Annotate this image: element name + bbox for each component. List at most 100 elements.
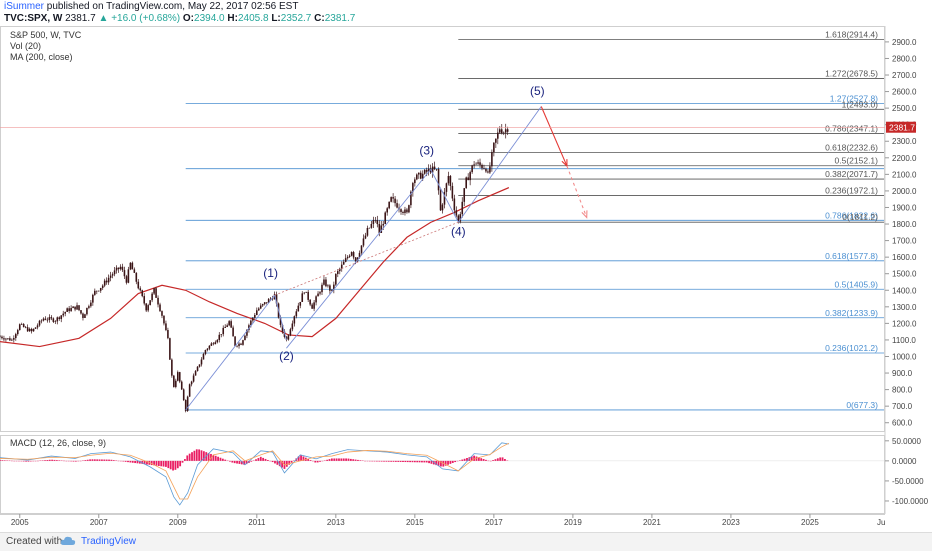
candle-body	[361, 245, 363, 252]
candle-body	[11, 340, 13, 341]
price-tick-label: 1000.0	[892, 352, 917, 361]
candle-body	[88, 306, 90, 308]
macd-histogram-bar	[345, 458, 347, 460]
candle-body	[94, 291, 96, 295]
macd-histogram-bar	[450, 461, 452, 464]
macd-histogram-bar	[4, 460, 6, 461]
macd-histogram-bar	[333, 458, 335, 460]
time-tick-label: 2023	[722, 518, 740, 527]
price-tick-label: 2700.0	[892, 71, 917, 80]
macd-histogram-bar	[28, 461, 30, 462]
candle-body	[292, 323, 294, 329]
tradingview-brand-link[interactable]: TradingView	[81, 536, 136, 547]
fib-level-label: 1.272(2678.5)	[825, 69, 878, 79]
price-tick-label: 2000.0	[892, 187, 917, 196]
macd-histogram-bar	[167, 461, 169, 468]
footer-created-with: Created with	[6, 536, 62, 547]
macd-histogram-bar	[504, 459, 506, 461]
price-tick-label: 900.0	[892, 369, 913, 378]
candle-body	[416, 175, 418, 180]
candle-body	[151, 294, 153, 301]
macd-histogram-bar	[480, 458, 482, 461]
macd-histogram-bar	[393, 461, 395, 462]
macd-histogram-bar	[177, 461, 179, 468]
candle-body	[349, 256, 351, 257]
candle-body	[43, 319, 45, 321]
macd-histogram-bar	[156, 461, 158, 466]
candle-body	[242, 340, 244, 345]
macd-histogram-bar	[329, 459, 331, 461]
candle-body	[64, 312, 66, 314]
candle-body	[207, 349, 209, 350]
macd-histogram-bar	[454, 461, 456, 462]
macd-pane-border	[1, 436, 885, 514]
candle-body	[461, 202, 463, 214]
candle-body	[313, 302, 315, 308]
candle-body	[98, 291, 100, 292]
macd-histogram-bar	[84, 460, 86, 461]
candle-body	[195, 371, 197, 376]
candle-body	[137, 282, 139, 289]
candle-body	[102, 286, 104, 288]
macd-histogram-bar	[127, 461, 129, 462]
candle-body	[404, 210, 406, 213]
fib-level-label: 0.786(2347.1)	[825, 123, 878, 133]
macd-histogram-bar	[355, 460, 357, 461]
candle-body	[471, 165, 473, 172]
candle-body	[477, 162, 479, 163]
macd-histogram-bar	[58, 460, 60, 461]
macd-histogram-bar	[310, 460, 312, 461]
macd-histogram-bar	[423, 461, 425, 463]
macd-histogram-bar	[464, 459, 466, 461]
wave-channel-dotted	[275, 222, 459, 295]
price-tick-label: 2500.0	[892, 104, 917, 113]
candle-body	[199, 364, 201, 366]
candle-body	[33, 329, 35, 331]
chart-canvas[interactable]: S&P 500, W, TVC Vol (20) MA (200, close)…	[0, 0, 932, 532]
time-tick-label: 2019	[564, 518, 582, 527]
macd-histogram-bar	[343, 458, 345, 460]
candle-body	[173, 376, 175, 387]
candle-body	[56, 317, 58, 321]
macd-histogram-bar	[461, 460, 463, 461]
candle-body	[167, 330, 169, 338]
macd-histogram-bar	[272, 461, 274, 462]
macd-histogram-bar	[447, 461, 449, 465]
macd-histogram-bar	[172, 461, 174, 471]
wave-label: (2)	[279, 349, 294, 363]
candle-body	[72, 307, 74, 308]
macd-histogram-bar	[125, 461, 127, 462]
price-axis-ticks: 600.0700.0800.0900.01000.01100.01200.013…	[885, 38, 917, 428]
macd-histogram-bar	[44, 460, 46, 461]
macd-histogram-bar	[179, 461, 181, 466]
elliott-wave-labels: (1)(2)(3)(4)(5)	[263, 84, 544, 363]
macd-histogram-bar	[262, 458, 264, 461]
macd-histogram-bar	[224, 460, 226, 461]
candle-body	[163, 316, 165, 324]
elliott-wave-lines[interactable]	[186, 106, 542, 409]
macd-histogram-bar	[428, 461, 430, 463]
candle-body	[53, 318, 55, 321]
candle-body	[390, 197, 392, 202]
candle-body	[386, 208, 388, 212]
candle-body	[106, 281, 108, 283]
macd-histogram-bar	[350, 459, 352, 461]
candle-body	[481, 165, 483, 168]
candle-body	[161, 311, 163, 316]
macd-histogram-bar	[400, 461, 402, 462]
candle-body	[100, 288, 102, 291]
macd-histogram-bar	[250, 461, 252, 462]
candle-body	[434, 167, 436, 170]
macd-histogram-bar	[99, 459, 101, 460]
time-tick-label: 2015	[406, 518, 424, 527]
macd-histogram-bar	[137, 461, 139, 463]
candle-body	[220, 334, 222, 335]
candle-body	[262, 304, 264, 305]
candle-body	[329, 285, 331, 290]
wave-label: (3)	[419, 143, 434, 157]
projection-arrows[interactable]	[541, 106, 587, 217]
candle-body	[58, 317, 60, 319]
macd-histogram-bar	[217, 457, 219, 461]
candle-body	[9, 338, 11, 340]
macd-histogram-bar	[357, 460, 359, 461]
